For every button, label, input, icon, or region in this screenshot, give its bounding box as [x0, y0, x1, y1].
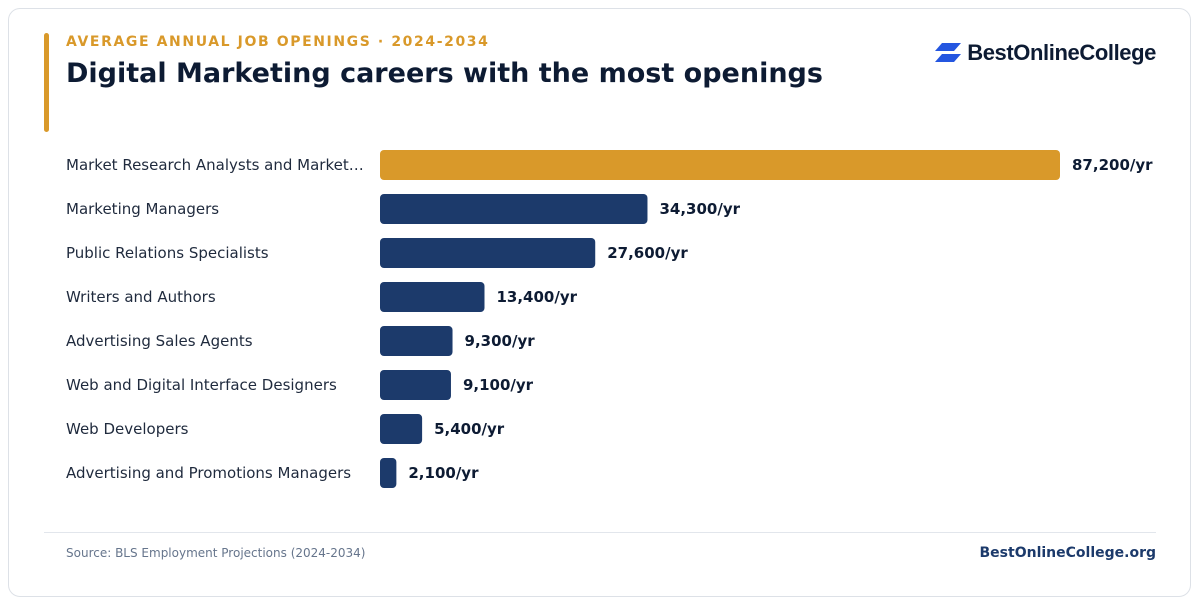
value-label: 87,200/yr — [1072, 156, 1153, 174]
chart-card — [8, 8, 1191, 597]
category-label: Public Relations Specialists — [66, 244, 269, 262]
bar — [380, 238, 596, 268]
category-label: Web Developers — [66, 420, 189, 438]
title-accent-bar — [44, 33, 49, 132]
bar — [380, 370, 451, 400]
bar — [380, 150, 1060, 180]
bar — [380, 282, 485, 312]
category-label: Advertising Sales Agents — [66, 332, 253, 350]
category-label: Market Research Analysts and Market… — [66, 156, 364, 174]
value-label: 34,300/yr — [659, 200, 740, 218]
category-label: Web and Digital Interface Designers — [66, 376, 337, 394]
category-label: Advertising and Promotions Managers — [66, 464, 351, 482]
brand-logo: BestOnlineCollege — [935, 40, 1156, 66]
brand-logo-text: BestOnlineCollege — [967, 40, 1156, 65]
category-label: Marketing Managers — [66, 200, 219, 218]
bar — [380, 326, 453, 356]
value-label: 5,400/yr — [434, 420, 505, 438]
value-label: 9,100/yr — [463, 376, 534, 394]
source-note: Source: BLS Employment Projections (2024… — [66, 546, 366, 560]
site-name: BestOnlineCollege.org — [979, 545, 1156, 561]
chart-eyebrow: AVERAGE ANNUAL JOB OPENINGS · 2024-2034 — [66, 34, 490, 50]
value-label: 27,600/yr — [607, 244, 688, 262]
value-label: 13,400/yr — [496, 288, 577, 306]
chart-title: Digital Marketing careers with the most … — [66, 58, 823, 89]
footer-divider — [44, 532, 1156, 533]
bar — [380, 414, 423, 444]
value-label: 9,300/yr — [465, 332, 536, 350]
stacked-parallelogram-icon — [935, 43, 962, 62]
category-label: Writers and Authors — [66, 288, 216, 306]
bar — [380, 458, 397, 488]
bar — [380, 194, 648, 224]
value-label: 2,100/yr — [408, 464, 479, 482]
